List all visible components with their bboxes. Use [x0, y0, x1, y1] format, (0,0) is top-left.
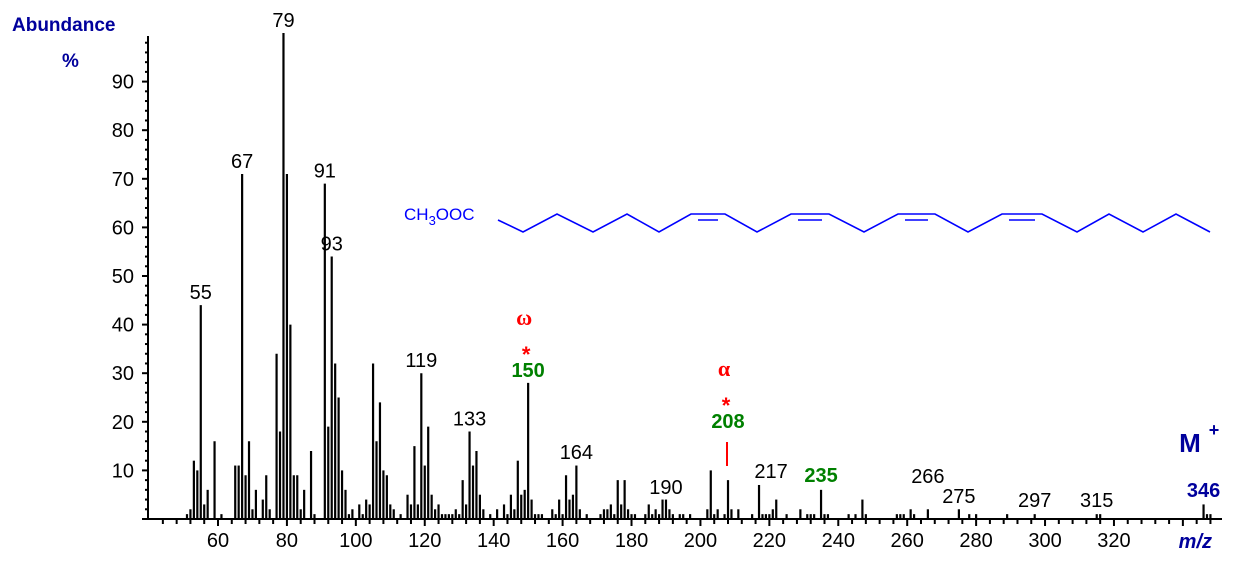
y-tick-label: 10: [112, 460, 134, 482]
y-tick-label: 40: [112, 315, 134, 337]
peak-label: 79: [272, 10, 294, 32]
peak-label: 297: [1018, 490, 1051, 512]
structure-label: CH3OOC: [404, 205, 475, 228]
y-tick-label: 90: [112, 72, 134, 94]
y-axis-title: Abundance: [12, 15, 116, 36]
peak-label: 133: [453, 409, 486, 431]
y-tick-label: 50: [112, 266, 134, 288]
greek-label: ω: [516, 305, 532, 330]
y-tick-label: 80: [112, 120, 134, 142]
peak-label: 315: [1080, 490, 1113, 512]
greek-label: α: [718, 356, 731, 381]
x-tick-label: 220: [753, 530, 786, 552]
peak-label: 346: [1187, 480, 1220, 502]
asterisk-marker: *: [522, 342, 531, 367]
x-tick-label: 140: [477, 530, 510, 552]
peak-label: 55: [190, 282, 212, 304]
x-tick-label: 60: [207, 530, 229, 552]
x-tick-label: 300: [1028, 530, 1061, 552]
peak-label: 119: [405, 350, 437, 372]
peak-label: 93: [321, 234, 343, 256]
x-tick-label: 200: [684, 530, 717, 552]
x-tick-label: 280: [959, 530, 992, 552]
x-tick-label: 160: [546, 530, 579, 552]
x-tick-label: 80: [276, 530, 298, 552]
peak-label: 67: [231, 151, 253, 173]
y-axis-unit: %: [62, 51, 79, 72]
x-tick-label: 240: [822, 530, 855, 552]
y-tick-label: 60: [112, 217, 134, 239]
x-tick-label: 260: [891, 530, 924, 552]
peak-label: 190: [649, 477, 682, 499]
x-tick-label: 320: [1097, 530, 1130, 552]
peak-label: 217: [754, 461, 787, 483]
molecular-ion-label: M: [1179, 428, 1201, 458]
x-tick-label: 180: [615, 530, 648, 552]
peak-label: 275: [942, 486, 975, 508]
y-tick-label: 70: [112, 169, 134, 191]
x-axis-title: m/z: [1179, 531, 1212, 553]
x-tick-label: 100: [339, 530, 372, 552]
fatty-acid-chain: [497, 213, 1211, 233]
x-tick-label: 120: [408, 530, 441, 552]
y-tick-label: 20: [112, 412, 134, 434]
peak-label: 208: [711, 411, 744, 433]
peak-label: 150: [511, 360, 544, 382]
peak-label: 91: [314, 161, 336, 183]
peak-label: 164: [560, 442, 593, 464]
peak-label: 266: [911, 466, 944, 488]
y-tick-label: 30: [112, 363, 134, 385]
asterisk-marker: *: [722, 393, 731, 418]
molecular-ion-sup: +: [1209, 420, 1220, 440]
peak-label: 235: [804, 465, 837, 487]
